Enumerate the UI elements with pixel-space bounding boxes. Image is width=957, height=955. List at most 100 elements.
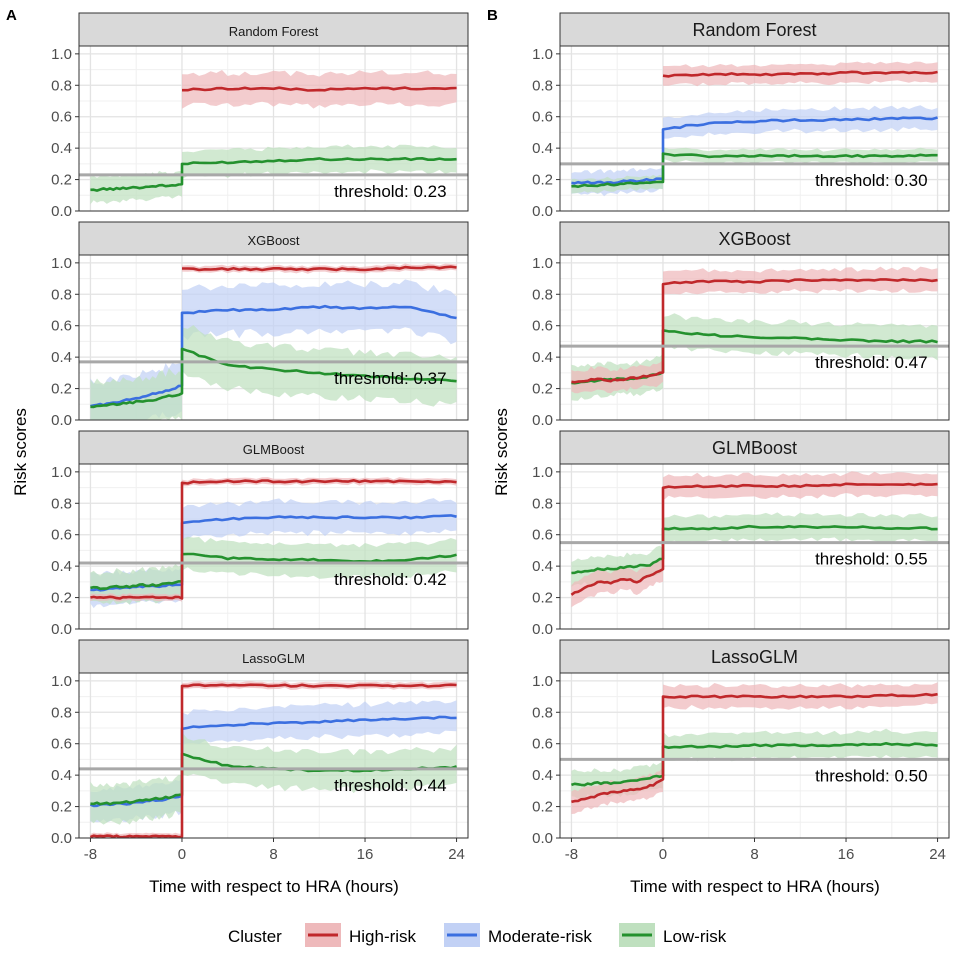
panel-a-random-forest: Random Forest threshold: 0.23 0.0 0.2 0.4 0.6… [51,12,469,220]
y-tick-label: 0.4 [532,140,553,157]
y-tick-label: 0.2 [51,172,72,189]
y-tick-label: 0.2 [51,381,72,398]
y-tick-label: 0.4 [532,349,553,366]
line-moderate-risk [90,304,457,408]
x-tick-label: -8 [565,846,578,863]
line-low-risk [90,347,457,409]
line-low-risk [571,152,938,188]
line-high-risk [662,70,938,78]
y-tick-label: 0.4 [51,349,72,366]
line-low-risk [90,157,457,192]
y-tick-label: 0.6 [532,736,553,753]
y-axis-label-b: Risk scores [492,408,511,496]
facet-title: GLMBoost [243,442,305,457]
facet-strip [559,430,950,465]
y-tick-label: 1.0 [51,673,72,690]
y-tick-label: 0.4 [51,767,72,784]
y-tick-label: 0.4 [532,558,553,575]
legend-label: Moderate-risk [488,927,592,946]
y-tick-label: 0.8 [532,77,553,94]
x-tick-label: 8 [750,846,758,863]
line-high-risk [90,479,457,600]
facet-title: XGBoost [247,233,299,248]
legend-item-high-risk: High-risk [305,923,417,947]
y-tick-label: 1.0 [51,46,72,63]
y-tick-label: 0.2 [532,799,553,816]
y-tick-label: 1.0 [532,255,553,272]
y-tick-label: 0.2 [532,172,553,189]
x-tick-label: 24 [448,846,465,863]
threshold-label: threshold: 0.44 [334,776,446,795]
panel-b-xgboost: XGBoost threshold: 0.47 0.0 0.2 0.4 0.6 0.8 1.0 [532,221,950,429]
facet-strip [78,12,469,47]
facet-strip [78,221,469,256]
y-tick-label: 0.0 [532,412,553,429]
panel-border [78,45,469,212]
y-tick-label: 0.8 [51,77,72,94]
panel-border [78,463,469,630]
facet-strip [559,12,950,47]
y-tick-label: 0.8 [51,286,72,303]
y-tick-label: 0.2 [532,381,553,398]
panel-border [78,254,469,421]
facet-title: XGBoost [718,229,790,249]
legend-item-low-risk: Low-risk [619,923,727,947]
legend-item-moderate-risk: Moderate-risk [444,923,592,947]
facet-title: LassoGLM [711,647,798,667]
y-tick-label: 1.0 [532,464,553,481]
y-tick-label: 0.0 [51,621,72,638]
panel-border [559,463,950,630]
legend-items: High-risk Moderate-risk Low-risk [305,923,727,947]
facet-strip [559,221,950,256]
panel-a-lassoglm: LassoGLM threshold: 0.44 0.0 0.2 0.4 0.6 0.8 1.… [51,639,469,863]
panel-label-a: A [6,7,17,24]
line-low-risk [90,552,457,591]
y-tick-label: 0.0 [532,203,553,220]
y-axis-label-a: Risk scores [11,408,30,496]
y-tick-label: 0.6 [51,109,72,126]
panel-a-glmboost: GLMBoost threshold: 0.42 0.0 0.2 0.4 0.6 0.8 1.… [51,430,469,638]
line-high-risk [571,278,938,384]
x-tick-label: 8 [269,846,277,863]
y-tick-label: 0.6 [51,527,72,544]
y-tick-label: 0.8 [51,495,72,512]
facet-strip [78,430,469,465]
y-tick-label: 0.4 [51,140,72,157]
legend-label: High-risk [349,927,417,946]
y-tick-label: 0.8 [532,286,553,303]
facet-strip [78,639,469,674]
panel-b-lassoglm: LassoGLM threshold: 0.50 0.0 0.2 0.4 0.6 0.8 1.… [532,639,950,863]
y-tick-label: 0.8 [51,704,72,721]
x-tick-label: 16 [357,846,374,863]
y-tick-label: 0.2 [532,590,553,607]
panel-label-b: B [487,7,498,24]
panel-border [559,45,950,212]
legend-label: Low-risk [663,927,727,946]
x-tick-label: -8 [84,846,97,863]
threshold-label: threshold: 0.30 [815,171,927,190]
panel-border [559,254,950,421]
x-axis-label-a: Time with respect to HRA (hours) [149,877,399,896]
threshold-label: threshold: 0.42 [334,570,446,589]
threshold-label: threshold: 0.37 [334,369,446,388]
panel-a-xgboost: XGBoost threshold: 0.37 0.0 0.2 0.4 0.6 0.8 1.0 [51,221,469,429]
line-high-risk [182,86,457,92]
y-tick-label: 1.0 [532,46,553,63]
legend: Cluster High-risk Moderate-risk Low-risk [228,923,727,947]
y-tick-label: 0.0 [532,830,553,847]
x-axis-label-b: Time with respect to HRA (hours) [630,877,880,896]
line-high-risk [182,265,457,272]
line-moderate-risk [571,116,938,185]
y-tick-label: 0.0 [532,621,553,638]
y-tick-label: 0.4 [51,558,72,575]
threshold-label: threshold: 0.55 [815,550,927,569]
y-tick-label: 0.6 [532,109,553,126]
line-low-risk [571,524,938,575]
x-tick-label: 0 [178,846,186,863]
band-high-risk [571,682,938,814]
y-tick-label: 0.0 [51,412,72,429]
legend-title: Cluster [228,927,282,946]
band-high-risk [571,471,938,608]
threshold-label: threshold: 0.23 [334,182,446,201]
y-tick-label: 1.0 [532,673,553,690]
